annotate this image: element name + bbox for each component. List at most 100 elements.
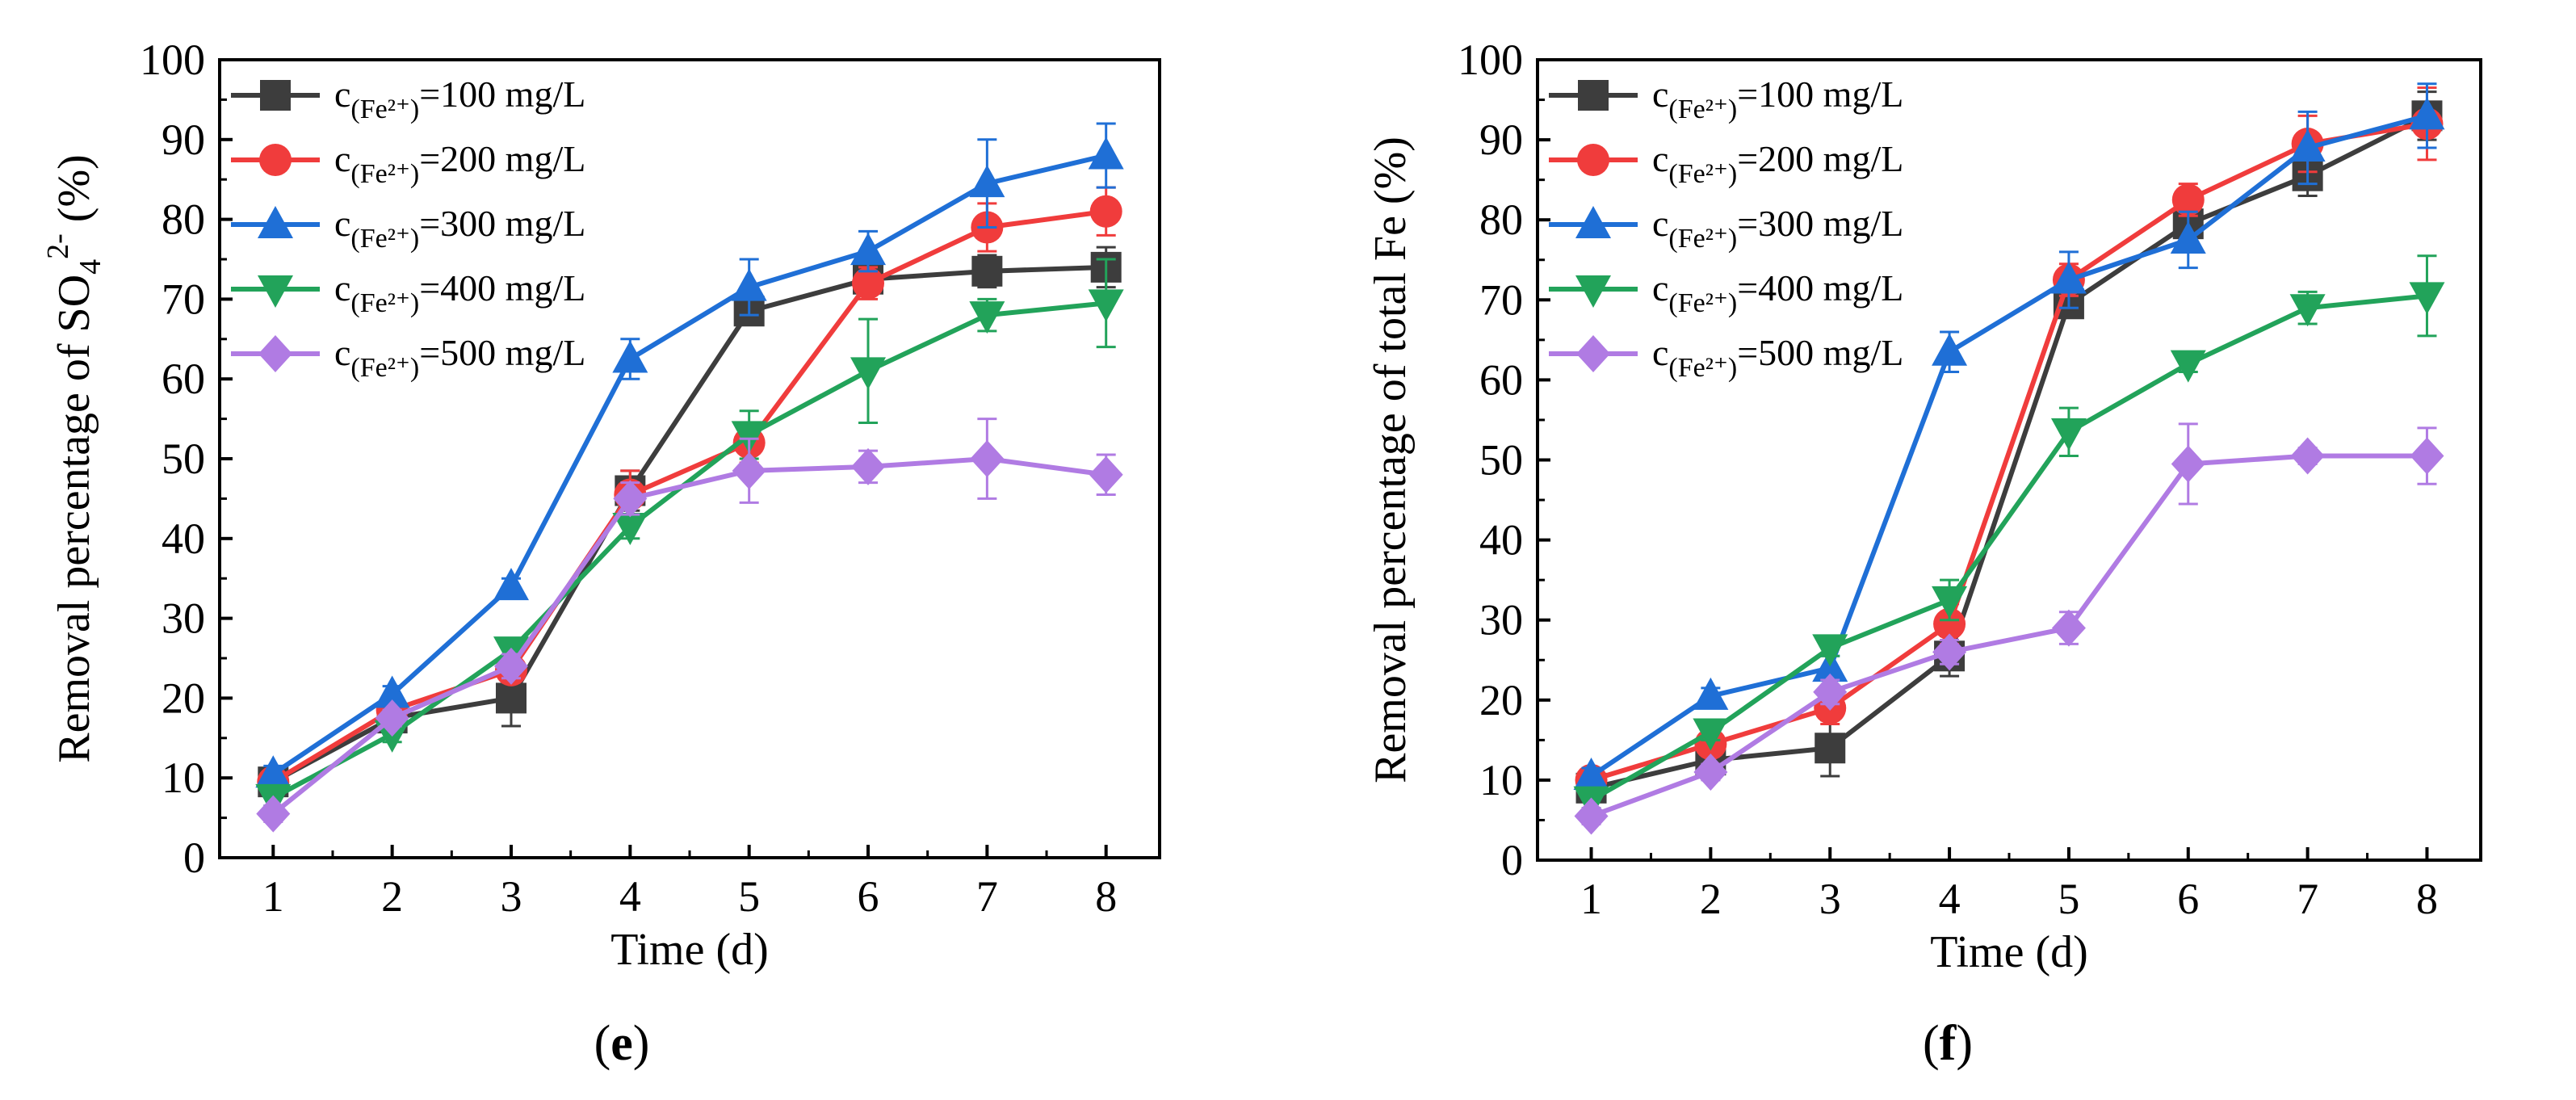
legend-marker: [1576, 335, 1610, 372]
legend-main: c: [334, 267, 350, 309]
data-point: [731, 268, 767, 301]
y-tick-label: 100: [1458, 36, 1523, 84]
data-point: [971, 255, 1003, 287]
caption-letter: f: [1940, 1016, 1957, 1071]
data-point: [1693, 677, 1729, 710]
legend-rest: =400 mg/L: [1737, 267, 1903, 309]
data-point: [1088, 136, 1124, 170]
data-point: [1089, 195, 1122, 228]
data-point: [850, 357, 887, 390]
y-axis-title-sub: 4: [73, 259, 107, 275]
legend-main: c: [1652, 138, 1668, 179]
data-point: [850, 233, 887, 266]
panel-caption: (f): [1923, 1016, 1973, 1071]
data-point: [1813, 673, 1848, 711]
data-point: [612, 340, 648, 373]
series-line: [1590, 293, 2427, 803]
data-point: [732, 451, 766, 489]
chart-panel-e: 0 10 20 30 40 50 60 70 80 90 100 1 2 3 4 5 6 7 8 Time (d) Re…: [41, 36, 1161, 1071]
y-tick-label: 80: [1479, 195, 1523, 244]
data-point: [256, 795, 291, 833]
series-3: [255, 122, 1124, 788]
data-point: [2409, 282, 2445, 315]
x-axis-title: Time (d): [1930, 927, 2088, 977]
y-tick-label: 20: [1479, 676, 1523, 724]
data-point: [612, 512, 648, 545]
legend-main: c: [334, 73, 350, 115]
data-point: [495, 682, 527, 714]
y-tick-label: 60: [1479, 355, 1523, 404]
y-tick-label: 20: [162, 674, 205, 722]
legend-marker: [1578, 80, 1609, 111]
data-point: [1573, 757, 1609, 790]
y-tick-label: 70: [162, 275, 205, 323]
legend-sub: (Fe²⁺): [1668, 94, 1737, 124]
data-point: [2289, 129, 2326, 162]
data-point: [1574, 797, 1609, 835]
legend-marker: [1575, 206, 1611, 238]
data-point: [375, 699, 409, 737]
legend-marker: [258, 206, 293, 238]
legend-main: c: [334, 138, 350, 179]
x-tick-label: 5: [2058, 875, 2079, 923]
legend-sub: (Fe²⁺): [350, 288, 419, 318]
x-tick-label: 5: [738, 872, 760, 921]
chart-panel-f: 0 10 20 30 40 50 60 70 80 90 100 1 2 3 4 5 6 7 8 Time (d) Re…: [1366, 36, 2482, 1071]
legend-entry: c(Fe²⁺)=400 mg/L: [334, 267, 585, 318]
legend-entry: c(Fe²⁺)=500 mg/L: [334, 332, 585, 383]
y-tick-label: 40: [1479, 516, 1523, 565]
data-point: [969, 165, 1005, 198]
data-point: [1812, 634, 1848, 667]
legend-marker: [258, 275, 293, 308]
legend-sub: (Fe²⁺): [350, 94, 419, 124]
y-tick-label: 90: [162, 115, 205, 164]
y-axis-title-suffix: (%): [49, 154, 99, 233]
legend-main: c: [1652, 73, 1668, 115]
y-axis-title-sup: 2-: [41, 233, 75, 259]
legend-rest: =300 mg/L: [1737, 203, 1903, 244]
caption-close: ): [633, 1016, 650, 1071]
y-axis-title: Removal percentage of total Fe (%): [1366, 136, 1416, 783]
y-tick-label: 10: [1479, 756, 1523, 804]
data-point: [969, 301, 1005, 334]
series-line: [1590, 453, 2427, 819]
x-tick-label: 4: [619, 872, 641, 921]
series-line: [271, 300, 1106, 800]
y-tick-label: 50: [162, 435, 205, 483]
y-tick-label: 0: [1501, 836, 1523, 884]
legend-entry: c(Fe²⁺)=400 mg/L: [1652, 267, 1903, 318]
data-point: [493, 647, 528, 685]
legend-marker: [1575, 275, 1611, 308]
data-point: [1815, 733, 1846, 764]
x-tick-label: 7: [2297, 875, 2318, 923]
data-point: [852, 267, 885, 300]
legend-rest: =200 mg/L: [1737, 138, 1903, 179]
legend-main: c: [1652, 203, 1668, 244]
legend-sub: (Fe²⁺): [350, 353, 419, 383]
legend-sub: (Fe²⁺): [1668, 353, 1737, 383]
series-5: [1574, 422, 2444, 835]
caption-letter: e: [610, 1016, 633, 1071]
y-tick-label: 100: [140, 36, 205, 84]
x-tick-label: 3: [500, 872, 522, 921]
legend-entry: c(Fe²⁺)=100 mg/L: [1652, 73, 1903, 124]
legend-entry: c(Fe²⁺)=100 mg/L: [334, 73, 585, 124]
legend-main: c: [334, 332, 350, 373]
data-point: [2170, 350, 2206, 383]
x-tick-label: 2: [1700, 875, 1722, 923]
data-point: [2171, 183, 2205, 216]
legend: c(Fe²⁺)=100 mg/Lc(Fe²⁺)=200 mg/Lc(Fe²⁺)=…: [231, 73, 585, 383]
y-tick-label: 80: [162, 195, 205, 244]
y-tick-label: 30: [162, 594, 205, 643]
data-point: [1693, 753, 1728, 791]
y-tick-label: 90: [1479, 115, 1523, 164]
legend-marker: [259, 144, 292, 176]
y-tick-label: 40: [162, 514, 205, 563]
caption-open: (: [594, 1016, 611, 1071]
legend-entry: c(Fe²⁺)=300 mg/L: [1652, 203, 1903, 254]
series-4: [255, 258, 1124, 817]
legend-main: c: [1652, 332, 1668, 373]
series-line: [271, 456, 1107, 816]
legend-sub: (Fe²⁺): [1668, 159, 1737, 189]
